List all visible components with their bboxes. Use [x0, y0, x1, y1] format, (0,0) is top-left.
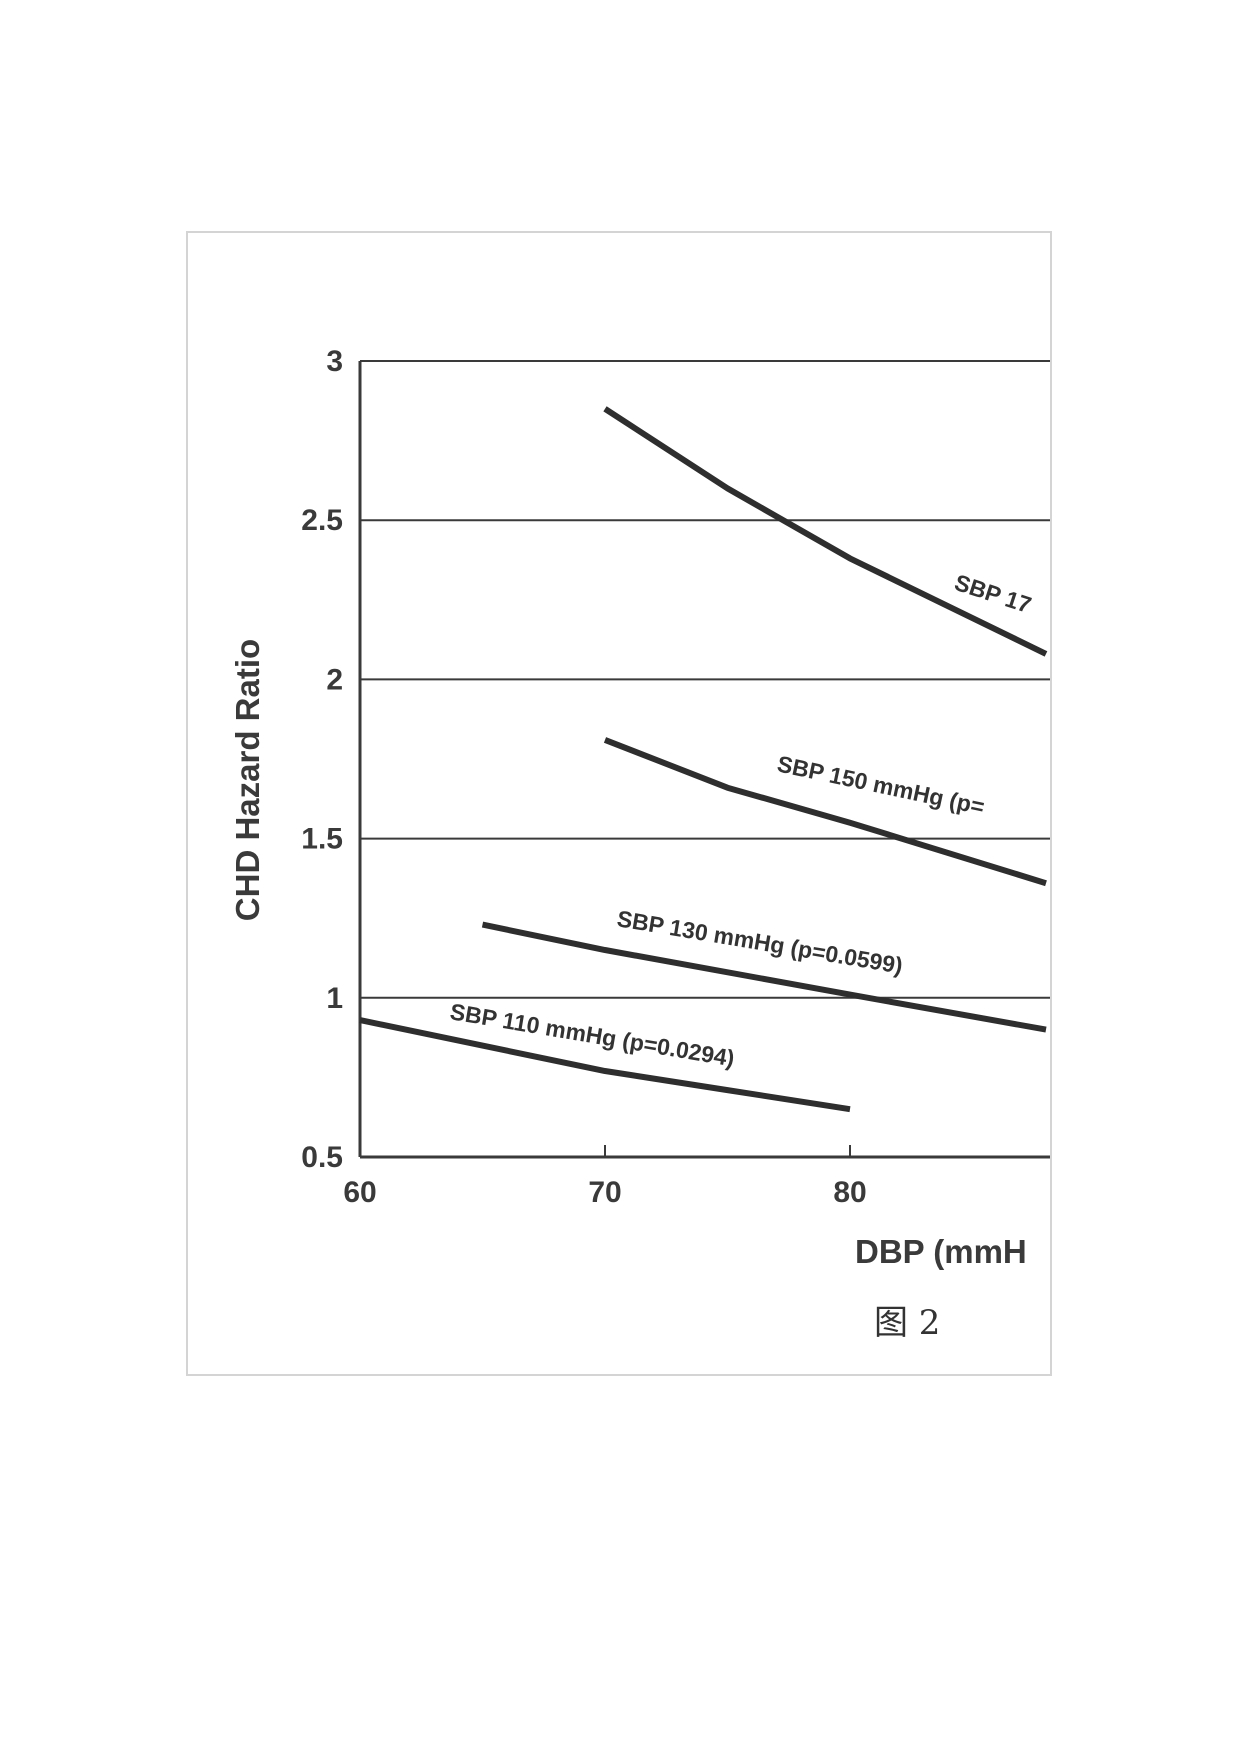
- y-tick-label: 2: [326, 663, 343, 696]
- y-tick-label: 3: [326, 345, 343, 378]
- x-axis-title: DBP (mmH: [855, 1233, 1027, 1270]
- y-tick-label: 2.5: [301, 504, 343, 537]
- series-line-2: [481, 921, 1047, 1033]
- series-line-0: [603, 406, 1048, 657]
- y-tick-label: 1: [326, 982, 343, 1015]
- series-line-1: [603, 737, 1047, 887]
- x-tick-label: 70: [588, 1176, 621, 1209]
- x-tick-label: 60: [343, 1176, 376, 1209]
- y-tick-label: 1.5: [301, 823, 343, 856]
- series-line-3: [359, 1017, 851, 1113]
- y-axis-title: CHD Hazard Ratio: [229, 639, 266, 921]
- y-tick-label: 0.5: [301, 1141, 343, 1174]
- figure-caption: 图 2: [874, 1303, 940, 1343]
- series-label-sbp130: SBP 130 mmHg (p=0.0599): [615, 905, 904, 978]
- figure-frame: 0.5 1 1.5 2 2.5 3 60 70 80 SBP 17 SBP 150 mmHg (…: [186, 231, 1052, 1376]
- x-tick-label: 80: [833, 1176, 866, 1209]
- series-label-sbp110: SBP 110 mmHg (p=0.0294): [448, 998, 736, 1071]
